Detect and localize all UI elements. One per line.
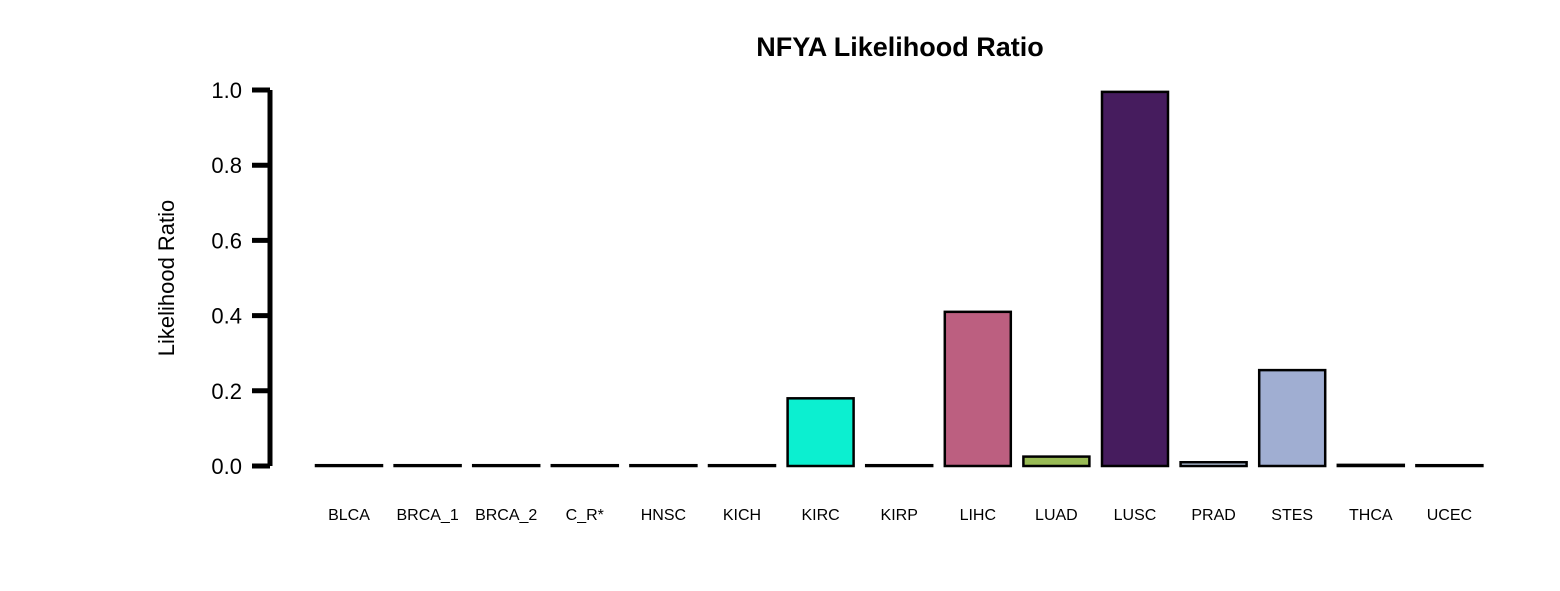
bar-stes bbox=[1257, 368, 1327, 468]
y-tick-label: 0.6 bbox=[211, 228, 242, 253]
bar-hnsc bbox=[629, 463, 698, 468]
x-tick-label: UCEC bbox=[1427, 507, 1472, 524]
x-tick-label: BRCA_1 bbox=[396, 507, 458, 524]
x-tick-label: STES bbox=[1271, 507, 1313, 524]
y-tick-label: 0.0 bbox=[211, 454, 242, 479]
x-tick-label: LUSC bbox=[1114, 507, 1157, 524]
bars bbox=[314, 90, 1484, 468]
x-tick-label: HNSC bbox=[641, 507, 686, 524]
y-tick-label: 0.8 bbox=[211, 153, 242, 178]
y-tick-label: 0.2 bbox=[211, 379, 242, 404]
bar-kich bbox=[707, 463, 777, 468]
bar-luad bbox=[1022, 455, 1091, 468]
bar-kirc bbox=[786, 397, 855, 468]
x-tick-label: KIRP bbox=[881, 507, 918, 524]
bar-brca-1 bbox=[393, 463, 462, 468]
bar-lusc bbox=[1100, 90, 1170, 468]
x-tick-label: LIHC bbox=[960, 507, 996, 524]
y-tick-label: 1.0 bbox=[211, 78, 242, 103]
x-tick-label: PRAD bbox=[1191, 507, 1235, 524]
bar-brca-2 bbox=[471, 463, 541, 468]
x-axis-labels: BLCA BRCA_1 BRCA_2 C_R* HNSC KICH KIRC KIRP LIHC… bbox=[328, 507, 1472, 524]
chart-title: NFYA Likelihood Ratio bbox=[756, 32, 1044, 62]
bar-lihc bbox=[943, 310, 1013, 468]
x-tick-label: BRCA_2 bbox=[475, 507, 537, 524]
y-axis-ticks: 0.0 0.2 0.4 0.6 0.8 1.0 bbox=[211, 78, 270, 479]
bar-blca bbox=[314, 463, 384, 468]
x-tick-label: KIRC bbox=[801, 507, 839, 524]
y-axis-label: Likelihood Ratio bbox=[154, 200, 179, 357]
bar-thca bbox=[1336, 463, 1406, 468]
y-tick-label: 0.4 bbox=[211, 304, 242, 329]
x-tick-label: BLCA bbox=[328, 507, 370, 524]
bar-ucec bbox=[1415, 463, 1484, 468]
x-tick-label: LUAD bbox=[1035, 507, 1078, 524]
bar-prad bbox=[1179, 460, 1248, 468]
x-tick-label: C_R* bbox=[566, 507, 604, 524]
bar-kirp bbox=[864, 463, 934, 468]
bar-c-r- bbox=[550, 463, 620, 468]
x-tick-label: KICH bbox=[723, 507, 761, 524]
x-tick-label: THCA bbox=[1349, 507, 1393, 524]
